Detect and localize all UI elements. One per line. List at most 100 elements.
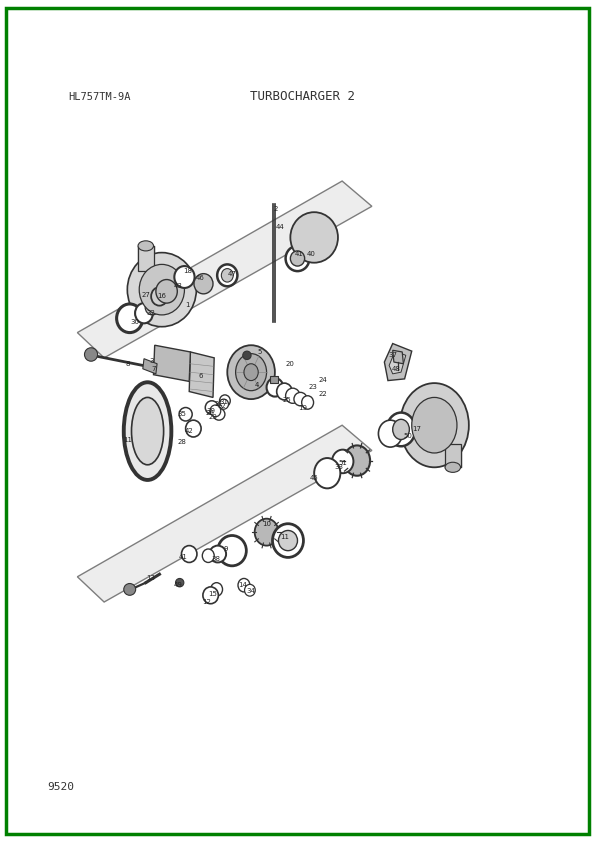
Polygon shape — [189, 352, 214, 397]
Text: 41: 41 — [295, 251, 303, 258]
Ellipse shape — [290, 251, 305, 266]
Text: 34: 34 — [247, 588, 255, 594]
Text: 10: 10 — [262, 520, 271, 527]
Text: 37: 37 — [388, 352, 397, 359]
Text: 20: 20 — [286, 360, 295, 367]
Text: 44: 44 — [275, 224, 284, 231]
Ellipse shape — [174, 266, 195, 288]
Text: 22: 22 — [318, 391, 327, 397]
Text: 42: 42 — [185, 428, 193, 434]
Polygon shape — [154, 345, 190, 381]
Ellipse shape — [209, 546, 226, 562]
Ellipse shape — [176, 578, 184, 587]
Text: 49: 49 — [174, 582, 183, 589]
Text: 46: 46 — [196, 274, 204, 281]
Text: 23: 23 — [309, 384, 317, 391]
Ellipse shape — [179, 408, 192, 421]
Ellipse shape — [202, 549, 214, 562]
Ellipse shape — [243, 351, 251, 360]
Ellipse shape — [219, 399, 228, 409]
Text: 15: 15 — [209, 590, 217, 597]
Ellipse shape — [211, 583, 223, 596]
Ellipse shape — [227, 345, 275, 399]
Text: 18: 18 — [183, 268, 193, 274]
Ellipse shape — [238, 578, 250, 592]
Ellipse shape — [314, 458, 340, 488]
Text: 9520: 9520 — [48, 782, 74, 792]
Ellipse shape — [344, 445, 370, 476]
Ellipse shape — [127, 253, 196, 327]
Polygon shape — [77, 181, 372, 358]
Ellipse shape — [277, 383, 292, 400]
Text: 31: 31 — [219, 398, 228, 405]
Ellipse shape — [445, 462, 461, 472]
Ellipse shape — [210, 405, 221, 417]
Ellipse shape — [145, 300, 159, 315]
Text: 32: 32 — [146, 310, 155, 317]
Text: 21: 21 — [215, 401, 223, 408]
Ellipse shape — [221, 269, 233, 282]
Text: 11: 11 — [123, 436, 133, 443]
Text: 47: 47 — [228, 270, 236, 277]
Text: 33: 33 — [334, 464, 344, 471]
Ellipse shape — [205, 401, 218, 414]
Text: 30: 30 — [130, 318, 139, 325]
Text: 2: 2 — [273, 205, 278, 212]
Ellipse shape — [135, 303, 153, 323]
Ellipse shape — [236, 354, 267, 391]
Text: 14: 14 — [239, 582, 247, 589]
Text: 40: 40 — [307, 251, 315, 258]
Text: 3: 3 — [149, 358, 154, 365]
Text: 48: 48 — [392, 365, 400, 372]
Ellipse shape — [278, 530, 298, 551]
Text: 41: 41 — [179, 554, 187, 561]
Polygon shape — [393, 350, 403, 364]
Polygon shape — [77, 425, 372, 602]
Ellipse shape — [286, 246, 309, 271]
Polygon shape — [384, 344, 412, 381]
Text: 12: 12 — [203, 599, 211, 605]
Ellipse shape — [286, 388, 300, 403]
Ellipse shape — [217, 264, 237, 286]
Text: 35: 35 — [178, 411, 186, 418]
Ellipse shape — [186, 420, 201, 437]
Text: 8: 8 — [126, 360, 130, 367]
Polygon shape — [143, 359, 157, 374]
Ellipse shape — [387, 413, 415, 446]
Ellipse shape — [245, 584, 255, 596]
Text: 26: 26 — [206, 409, 214, 416]
Text: 5: 5 — [257, 349, 262, 355]
Ellipse shape — [273, 524, 303, 557]
Ellipse shape — [124, 584, 136, 595]
Text: 52: 52 — [218, 402, 226, 409]
Ellipse shape — [400, 383, 469, 467]
Polygon shape — [389, 351, 406, 374]
Text: 13: 13 — [146, 575, 155, 582]
Bar — [270, 376, 278, 383]
Ellipse shape — [290, 212, 338, 263]
Ellipse shape — [412, 397, 457, 453]
Text: 4: 4 — [255, 381, 259, 388]
Text: 9: 9 — [224, 546, 228, 552]
Text: 19: 19 — [298, 404, 307, 411]
Ellipse shape — [218, 536, 246, 566]
Ellipse shape — [139, 264, 184, 315]
Text: 38: 38 — [211, 556, 221, 562]
Ellipse shape — [156, 280, 177, 303]
Text: 29: 29 — [209, 413, 217, 420]
Ellipse shape — [194, 274, 213, 294]
Ellipse shape — [138, 241, 154, 251]
Text: 50: 50 — [404, 433, 412, 440]
Ellipse shape — [294, 392, 307, 406]
Ellipse shape — [84, 348, 98, 361]
Text: 24: 24 — [318, 376, 327, 383]
Ellipse shape — [378, 420, 402, 447]
Text: 11: 11 — [280, 534, 289, 541]
Ellipse shape — [255, 519, 278, 546]
Text: 45: 45 — [310, 475, 318, 482]
Ellipse shape — [332, 450, 353, 473]
Text: 16: 16 — [157, 293, 167, 300]
Ellipse shape — [181, 546, 197, 562]
Text: 7: 7 — [151, 365, 156, 372]
Text: HL757TM-9A: HL757TM-9A — [68, 92, 131, 102]
